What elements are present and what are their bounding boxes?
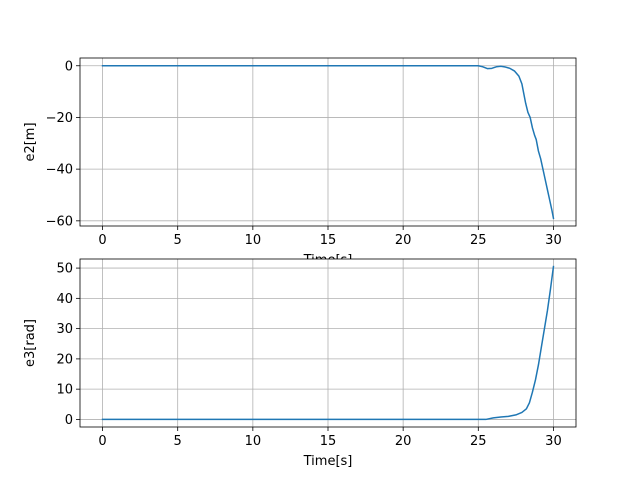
y-tick-label: 40 xyxy=(56,292,73,307)
y-axis-label: e2[m] xyxy=(23,122,38,161)
x-tick-label: 0 xyxy=(98,233,106,248)
y-axis-label: e3[rad] xyxy=(23,319,38,367)
y-tick-label: 30 xyxy=(56,322,73,337)
x-tick-label: 5 xyxy=(174,434,182,449)
y-tick-label: 20 xyxy=(56,352,73,367)
x-tick-label: 0 xyxy=(98,434,106,449)
x-tick-label: 20 xyxy=(395,233,412,248)
y-tick-label: −40 xyxy=(46,163,73,178)
y-tick-label: −20 xyxy=(46,111,73,126)
x-tick-label: 30 xyxy=(545,434,562,449)
chart-e3: 0 5 10 15 20 25 30 0 10 20 30 40 50 Time[s] e3[rad] xyxy=(23,258,577,469)
series-line xyxy=(101,265,555,421)
series-line xyxy=(101,65,555,220)
x-tick-label: 20 xyxy=(395,434,412,449)
x-tick-label: 25 xyxy=(470,434,487,449)
x-tick-label: 5 xyxy=(174,233,182,248)
y-tick-label: −60 xyxy=(46,214,73,229)
y-tick-label: 10 xyxy=(56,383,73,398)
x-tick-label: 15 xyxy=(320,434,337,449)
x-tick-label: 25 xyxy=(470,233,487,248)
y-tick-label: 0 xyxy=(65,59,73,74)
x-tick-label: 30 xyxy=(545,233,562,248)
y-tick-label: 50 xyxy=(56,262,73,277)
x-tick-label: 10 xyxy=(245,233,262,248)
x-axis-label: Time[s] xyxy=(303,454,353,469)
y-tick-label: 0 xyxy=(65,413,73,428)
x-tick-label: 10 xyxy=(245,434,262,449)
x-tick-label: 15 xyxy=(320,233,337,248)
